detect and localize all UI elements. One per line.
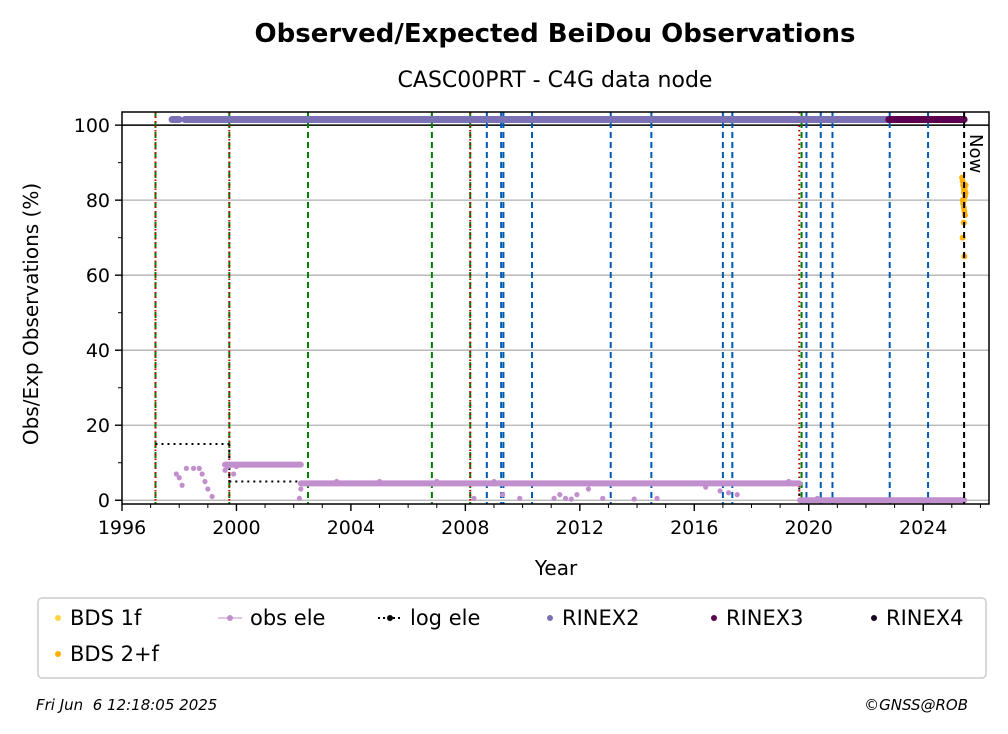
point-obs-ele <box>631 496 637 502</box>
legend-label: BDS 1f <box>70 606 142 630</box>
chart-subtitle: CASC00PRT - C4G data node <box>398 68 713 93</box>
point-obs-ele <box>298 486 304 492</box>
plot-area: Now 1996 2000 2004 2008 2012 2016 2020 2024 0 20 40… <box>74 111 990 539</box>
x-axis-label: Year <box>534 556 578 580</box>
legend-label: BDS 2+f <box>70 642 160 666</box>
point-obs-ele <box>209 493 215 500</box>
x-tick-label: 2016 <box>670 517 718 539</box>
point-obs-ele <box>703 484 709 490</box>
now-label: Now <box>965 134 986 173</box>
point-obs-ele <box>222 467 228 473</box>
legend-marker-RINEX4 <box>871 615 877 621</box>
y-tick-label: 40 <box>86 340 110 362</box>
legend-marker-log-ele <box>387 615 393 621</box>
point-obs-ele <box>183 465 189 471</box>
point-obs-ele <box>199 471 205 477</box>
x-tick-label: 2004 <box>327 517 375 539</box>
point-obs-ele <box>471 495 477 501</box>
point-obs-ele <box>877 497 883 503</box>
point-obs-ele <box>190 465 197 471</box>
x-tick-label: 2020 <box>785 517 833 539</box>
point-obs-ele <box>334 478 340 485</box>
point-obs-ele <box>600 495 606 501</box>
point-obs-ele <box>296 495 303 501</box>
x-tick-label: 2008 <box>441 517 489 539</box>
point-obs-ele <box>920 497 926 503</box>
point-obs-ele <box>196 465 202 471</box>
point-obs-ele <box>491 478 497 485</box>
x-tick-label: 2024 <box>899 517 947 539</box>
legend-marker-obs-ele <box>227 615 233 621</box>
legend-label: obs ele <box>250 606 325 630</box>
plot-frame <box>121 111 990 505</box>
point-obs-ele <box>585 486 592 492</box>
footer-timestamp: Fri Jun 6 12:18:05 2025 <box>36 696 217 714</box>
point-obs-ele <box>814 495 820 501</box>
point-obs-ele <box>173 471 179 477</box>
y-tick-label: 80 <box>86 190 110 212</box>
point-obs-ele <box>176 475 182 481</box>
chart-title: Observed/Expected BeiDou Observations <box>255 19 856 49</box>
point-obs-ele <box>551 495 557 501</box>
y-tick-label: 60 <box>86 265 110 287</box>
point-obs-ele <box>568 496 574 502</box>
point-obs-ele <box>717 488 723 494</box>
point-obs-ele <box>786 478 792 485</box>
point-obs-ele <box>233 463 240 470</box>
x-tick-label: 2000 <box>212 517 260 539</box>
legend-marker-RINEX3 <box>711 615 717 621</box>
legend-label: log ele <box>410 606 480 630</box>
legend-marker-BDS-2+f <box>55 651 61 657</box>
point-obs-ele <box>230 471 237 477</box>
point-obs-ele <box>225 463 231 470</box>
point-obs-ele <box>499 492 506 498</box>
point-obs-ele <box>557 492 563 498</box>
x-tick-label: 2012 <box>556 517 604 539</box>
x-tick-label: 1996 <box>98 517 146 539</box>
point-obs-ele <box>179 482 185 488</box>
y-tick-label: 100 <box>74 115 110 137</box>
point-obs-ele <box>517 495 523 501</box>
point-obs-ele <box>726 490 732 496</box>
legend-label: RINEX3 <box>726 606 804 630</box>
point-obs-ele <box>734 492 740 498</box>
legend: BDS 1f obs ele log ele RINEX2 RINEX3 RINEX4 BD… <box>37 597 987 679</box>
point-obs-ele <box>562 495 569 501</box>
point-obs-ele <box>834 497 840 503</box>
legend-marker-RINEX2 <box>547 615 553 621</box>
legend-marker-BDS-1f <box>55 615 61 621</box>
point-obs-ele <box>574 492 580 498</box>
point-obs-ele <box>654 495 660 501</box>
point-obs-ele <box>957 497 963 503</box>
point-obs-ele <box>202 478 208 485</box>
point-obs-ele <box>376 478 383 485</box>
y-tick-label: 20 <box>86 415 110 437</box>
y-tick-label: 0 <box>98 490 110 512</box>
legend-label: RINEX4 <box>886 606 964 630</box>
y-axis-label: Obs/Exp Observations (%) <box>19 183 43 445</box>
legend-label: RINEX2 <box>562 606 640 630</box>
point-obs-ele <box>205 486 211 492</box>
point-obs-ele <box>434 478 440 485</box>
legend-frame <box>37 597 987 679</box>
footer-credit: ©GNSS@ROB <box>864 696 968 714</box>
